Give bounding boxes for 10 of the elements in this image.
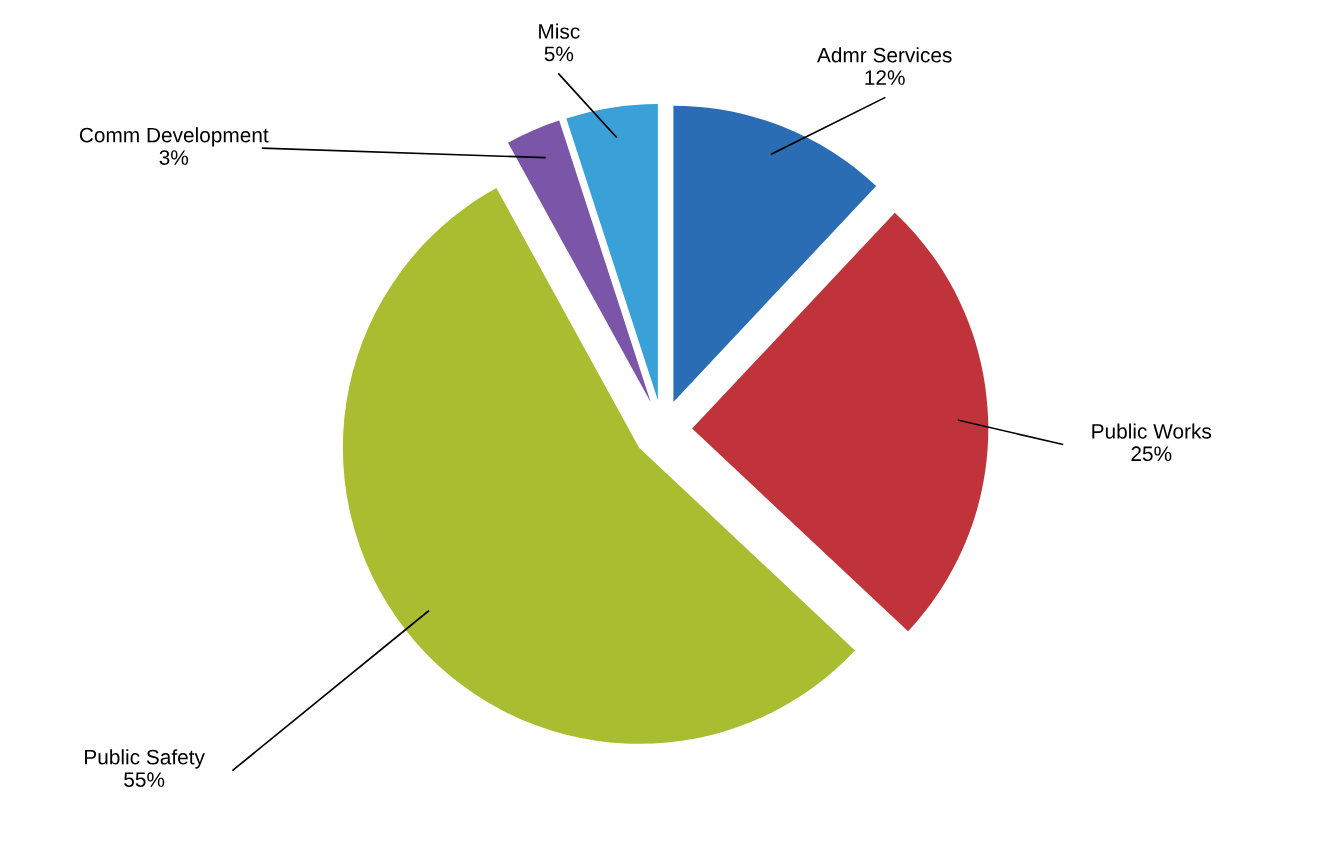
data-label: 5% (544, 46, 574, 62)
slice-label: Admr Services (816, 47, 952, 63)
slice-label: Comm Development (79, 127, 269, 147)
slice-label: Public Works (1092, 423, 1212, 439)
slice-label: Misc (539, 23, 580, 39)
data-label: 12% (865, 70, 905, 85)
slice-label: Public Safety (85, 749, 205, 769)
data-label: 25% (1131, 446, 1172, 462)
data-label: 3% (159, 150, 189, 165)
data-label: 55% (124, 772, 165, 787)
